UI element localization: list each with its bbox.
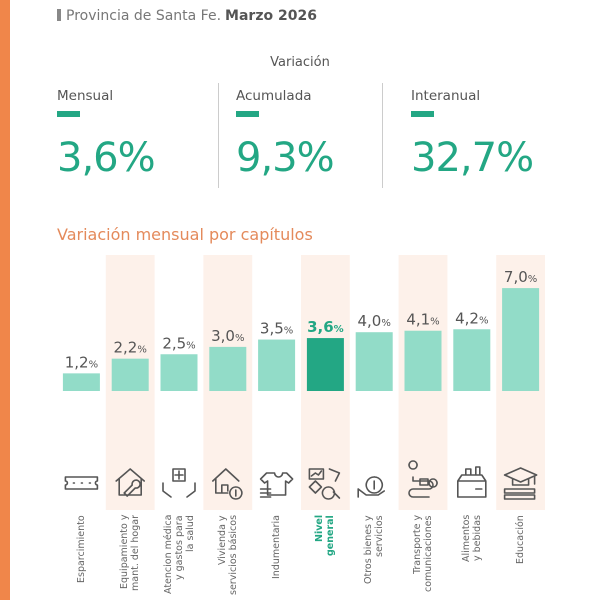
label-line: Indumentaria	[271, 515, 283, 579]
category-label: Nivel general	[314, 515, 336, 599]
unit-label: %	[284, 326, 294, 337]
unit-label: %	[235, 333, 245, 344]
category-label: Educación	[515, 515, 526, 599]
label-line: general	[325, 515, 337, 556]
label-line: Nivel	[314, 515, 326, 543]
category-label: Esparcimiento	[76, 515, 87, 599]
stat-value: 9,3%	[236, 135, 335, 181]
value-label: 2,5%	[162, 334, 195, 352]
health-hands-icon	[162, 468, 196, 498]
label-line: Atencion médica	[162, 515, 174, 595]
clothes-icon	[259, 472, 294, 498]
marker-icon	[57, 9, 61, 21]
dash-icon	[57, 111, 80, 117]
category-label: Atencion médica y gastos para la salud	[163, 515, 196, 599]
house-money-icon	[212, 468, 243, 500]
divider	[382, 83, 383, 188]
stat-label: Mensual	[57, 88, 114, 104]
house-wrench-icon	[115, 468, 145, 497]
orange-edge	[0, 0, 10, 600]
unit-label: %	[528, 274, 538, 285]
label-line: comunicaciones	[423, 515, 434, 592]
category-label: Alimentos y bebidas	[461, 515, 483, 599]
value-label: 4,2%	[455, 309, 488, 327]
bar-0	[62, 373, 100, 391]
divider	[218, 83, 219, 188]
stat-value: 32,7%	[411, 135, 534, 181]
unit-label: %	[381, 318, 391, 329]
value-label: 3,5%	[260, 320, 293, 338]
unit-label: %	[137, 345, 147, 356]
unit-label: %	[334, 324, 344, 335]
label-line: la salud	[184, 515, 196, 552]
label-line: servicios	[374, 515, 386, 557]
bar-3	[209, 346, 247, 391]
label-line: Otros bienes y	[363, 515, 375, 584]
stat-label: Acumulada	[236, 88, 312, 104]
unit-label: %	[479, 315, 489, 326]
bar-9	[502, 288, 540, 391]
unit-label: %	[430, 317, 440, 328]
region: Provincia de Santa Fe.	[66, 8, 222, 24]
label-line: Esparcimiento	[75, 515, 87, 583]
route-icon	[408, 460, 438, 498]
ticket-icon	[64, 476, 99, 490]
dash-icon	[411, 111, 434, 117]
bar-2	[160, 354, 198, 391]
label-line: Equipamiento y	[119, 515, 131, 590]
economy-analysis-icon	[308, 468, 341, 500]
bar-1	[111, 358, 149, 391]
header-subtitle: Provincia de Santa Fe. Marzo 2026	[57, 8, 317, 24]
unit-label: %	[186, 340, 196, 351]
label-line: Alimentos	[460, 515, 472, 563]
dash-icon	[236, 111, 259, 117]
category-label: Indumentaria	[271, 515, 282, 599]
value-label: 1,2%	[65, 353, 98, 371]
label-line: Educación	[515, 515, 527, 564]
category-label: Transporte y comunicaciones	[412, 515, 434, 599]
bar-7	[404, 330, 442, 391]
stat-mensual: Mensual 3,6%	[57, 88, 156, 181]
unit-label: %	[89, 359, 99, 370]
stat-value: 3,6%	[57, 135, 156, 181]
category-label: Equipamiento y mant. del hogar	[119, 515, 141, 599]
bar-8	[453, 329, 491, 391]
label-line: mant. del hogar	[130, 515, 142, 591]
category-label: Otros bienes y servicios	[363, 515, 385, 599]
label-line: y bebidas	[471, 515, 483, 561]
money-hand-icon	[357, 476, 386, 498]
label-line: y gastos para	[173, 515, 185, 580]
period: Marzo 2026	[225, 8, 317, 24]
stat-label: Interanual	[411, 88, 481, 104]
label-line: Vivienda y	[216, 515, 228, 565]
grocery-box-icon	[456, 466, 487, 498]
category-label: Vivienda y servicios básicos	[217, 515, 239, 599]
stat-acumulada: Acumulada 9,3%	[236, 88, 335, 181]
label-line: Transporte y	[412, 515, 423, 575]
bar-4	[258, 339, 296, 391]
bar-5	[306, 338, 344, 391]
bar-6	[355, 332, 393, 391]
label-line: servicios básicos	[227, 515, 239, 596]
chart-title: Variación mensual por capítulos	[57, 225, 313, 244]
value-label: 4,0%	[358, 312, 391, 330]
education-icon	[503, 467, 538, 500]
variation-title: Variación	[270, 55, 330, 70]
stat-interanual: Interanual 32,7%	[411, 88, 534, 181]
